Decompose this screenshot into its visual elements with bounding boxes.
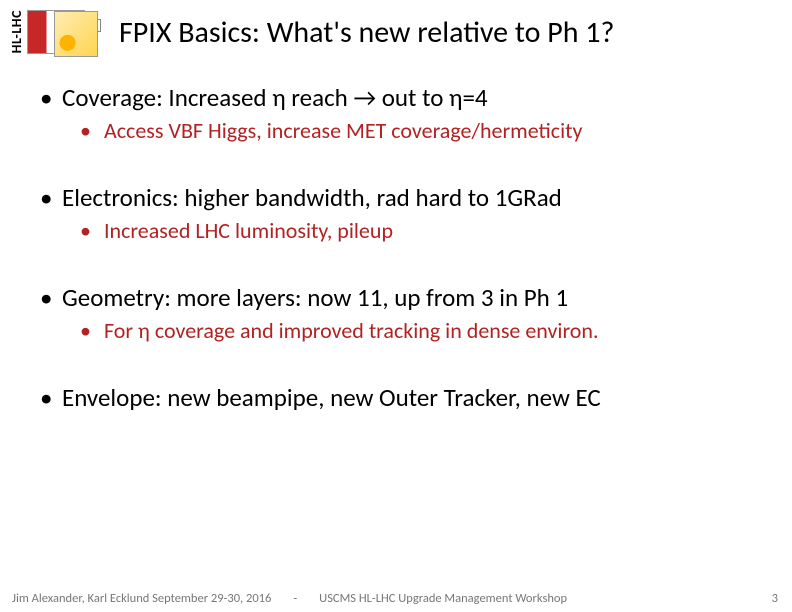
sub-bullet: Access VBF Higgs, increase MET coverage/… — [80, 117, 762, 144]
page-title: FPIX Basics: What's new relative to Ph 1… — [119, 14, 614, 51]
page-number: 3 — [772, 591, 778, 606]
footer: Jim Alexander, Karl Ecklund September 29… — [0, 591, 792, 606]
sub-bullet: Increased LHC luminosity, pileup — [80, 217, 762, 244]
footer-dash: - — [293, 591, 297, 606]
content: Coverage: Increased η reach → out to η=4… — [0, 54, 792, 413]
footer-right: USCMS HL-LHC Upgrade Management Workshop — [319, 591, 567, 606]
bullet-list: Coverage: Increased η reach → out to η=4… — [40, 82, 762, 413]
bullet-geometry: Geometry: more layers: now 11, up from 3… — [40, 282, 762, 344]
footer-left: Jim Alexander, Karl Ecklund September 29… — [12, 591, 271, 606]
bullet-text: Coverage: Increased η reach → out to η=4 — [62, 82, 488, 113]
bullet-coverage: Coverage: Increased η reach → out to η=4… — [40, 82, 762, 144]
logo-icon: USCMS — [27, 10, 85, 54]
slide: HL-LHC USCMS FPIX Basics: What's new rel… — [0, 0, 792, 612]
bullet-text: Geometry: more layers: now 11, up from 3… — [62, 282, 568, 313]
bullet-electronics: Electronics: higher bandwidth, rad hard … — [40, 182, 762, 244]
bullet-text: Electronics: higher bandwidth, rad hard … — [62, 182, 562, 213]
bullet-text: Envelope: new beampipe, new Outer Tracke… — [62, 382, 601, 413]
hl-lhc-label: HL-LHC — [8, 10, 25, 53]
uscms-label: USCMS — [68, 19, 101, 32]
header: HL-LHC USCMS FPIX Basics: What's new rel… — [0, 0, 792, 54]
bullet-envelope: Envelope: new beampipe, new Outer Tracke… — [40, 382, 762, 413]
logo-block: HL-LHC USCMS — [8, 10, 85, 54]
sub-bullet: For η coverage and improved tracking in … — [80, 317, 762, 344]
